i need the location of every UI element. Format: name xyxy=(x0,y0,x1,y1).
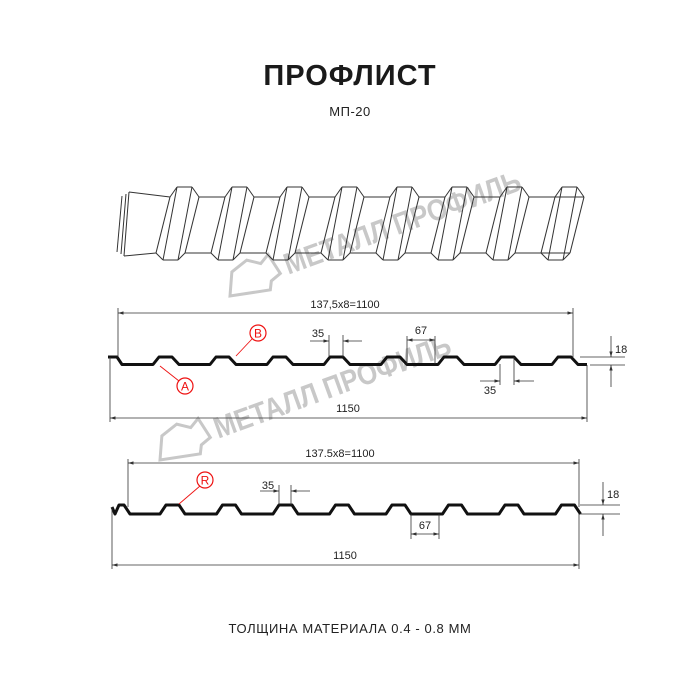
profile-2-height-dimension: 18 xyxy=(607,489,619,501)
material-thickness: ТОЛЩИНА МАТЕРИАЛА 0.4 - 0.8 ММ xyxy=(228,621,472,636)
sketch-line xyxy=(349,196,365,254)
sketch-line xyxy=(272,186,288,261)
watermark-1: МЕТАЛЛ ПРОФИЛЬ xyxy=(228,165,526,298)
sketch-line xyxy=(576,186,585,198)
sketch-line xyxy=(356,186,365,198)
sketch-line xyxy=(265,252,274,261)
sketch-line xyxy=(444,186,453,198)
svg-text:B: B xyxy=(254,327,262,341)
sketch-line xyxy=(128,191,171,198)
sketch-line xyxy=(540,196,556,254)
profile-1-dimensions xyxy=(109,308,625,422)
profile-2-pitch-dimension: 137.5x8=1100 xyxy=(305,448,374,460)
sketch-line xyxy=(162,186,178,261)
sketch-line xyxy=(123,252,157,257)
sketch-line xyxy=(279,186,288,198)
sketch-line xyxy=(155,196,171,254)
sketch-line xyxy=(375,196,391,254)
sketch-line xyxy=(459,196,475,254)
sketch-line xyxy=(411,186,420,198)
sketch-line xyxy=(287,252,296,261)
watermark-text: МЕТАЛЛ ПРОФИЛЬ xyxy=(209,329,455,446)
sketch-line xyxy=(191,186,200,198)
sketch-line xyxy=(389,186,398,198)
sheet-perspective-sketch xyxy=(116,186,585,261)
sketch-line xyxy=(404,196,420,254)
profile-1-pitch-dimension: 137,5x8=1100 xyxy=(310,299,379,311)
sketch-line xyxy=(184,196,200,254)
sketch-line xyxy=(265,196,281,254)
profile-1-flat-dimension: 67 xyxy=(415,325,427,337)
sketch-line xyxy=(342,252,351,261)
sketch-line xyxy=(232,186,248,261)
sketch-line xyxy=(437,186,453,261)
sketch-line xyxy=(246,186,255,198)
sketch-line xyxy=(177,252,186,261)
sketch-line xyxy=(382,186,398,261)
sketch-line xyxy=(210,252,219,261)
profile-1-section xyxy=(108,355,587,366)
sketch-line xyxy=(294,196,310,254)
sketch-line xyxy=(569,196,585,254)
sketch-line xyxy=(452,252,461,261)
sketch-line xyxy=(485,252,494,261)
watermark-2: МЕТАЛЛ ПРОФИЛЬ xyxy=(158,329,456,462)
watermark-text: МЕТАЛЛ ПРОФИЛЬ xyxy=(279,165,525,282)
sketch-line xyxy=(155,252,164,261)
marker-a: A xyxy=(159,365,194,395)
marker-b: B xyxy=(235,324,267,357)
profile-2-section xyxy=(110,503,582,516)
profile-1-width-dimension: 1150 xyxy=(336,403,360,415)
sketch-line xyxy=(287,186,303,261)
sketch-line xyxy=(334,186,343,198)
sketch-line xyxy=(430,196,446,254)
sketch-line xyxy=(232,252,241,261)
sketch-line xyxy=(554,186,563,198)
sketch-line xyxy=(120,193,127,255)
profile-2-dimensions xyxy=(111,459,620,569)
sketch-line xyxy=(492,186,508,261)
sketch-line xyxy=(466,186,475,198)
profile-2-flat-dimension: 67 xyxy=(419,520,431,532)
sketch-line xyxy=(301,186,310,198)
marker-r: R xyxy=(178,471,214,505)
sketch-line xyxy=(452,186,468,261)
sketch-line xyxy=(547,186,563,261)
profile-1-rib-bottom-dimension: 35 xyxy=(484,385,496,397)
sketch-line xyxy=(169,186,178,198)
sketch-line xyxy=(224,186,233,198)
sketch-line xyxy=(562,186,578,261)
sketch-line xyxy=(430,252,439,261)
sketch-line xyxy=(562,252,571,261)
profile-2-width-dimension: 1150 xyxy=(333,550,357,562)
sketch-line xyxy=(320,252,329,261)
profile-1-rib-top-dimension: 35 xyxy=(312,328,324,340)
sketch-line xyxy=(327,186,343,261)
sketch-line xyxy=(123,191,130,257)
profile-1-height-dimension: 18 xyxy=(615,344,627,356)
sketch-line xyxy=(320,196,336,254)
page-title: ПРОФЛИСТ xyxy=(263,60,437,92)
sketch-line xyxy=(540,252,549,261)
svg-text:A: A xyxy=(181,380,189,394)
sketch-line xyxy=(239,196,255,254)
sketch-line xyxy=(342,186,358,261)
sketch-line xyxy=(116,195,123,253)
sketch-line xyxy=(397,252,406,261)
profile-2-rib-top-dimension: 35 xyxy=(262,480,274,492)
sketch-line xyxy=(210,196,226,254)
sketch-line xyxy=(507,186,523,261)
sketch-line xyxy=(177,186,193,261)
sketch-line xyxy=(499,186,508,198)
sketch-line xyxy=(514,196,530,254)
sketch-line xyxy=(485,196,501,254)
page-subtitle: МП-20 xyxy=(329,104,371,119)
sketch-line xyxy=(521,186,530,198)
svg-text:R: R xyxy=(201,474,210,488)
sketch-line xyxy=(507,252,516,261)
sketch-line xyxy=(375,252,384,261)
sketch-line xyxy=(217,186,233,261)
sketch-line xyxy=(397,186,413,261)
